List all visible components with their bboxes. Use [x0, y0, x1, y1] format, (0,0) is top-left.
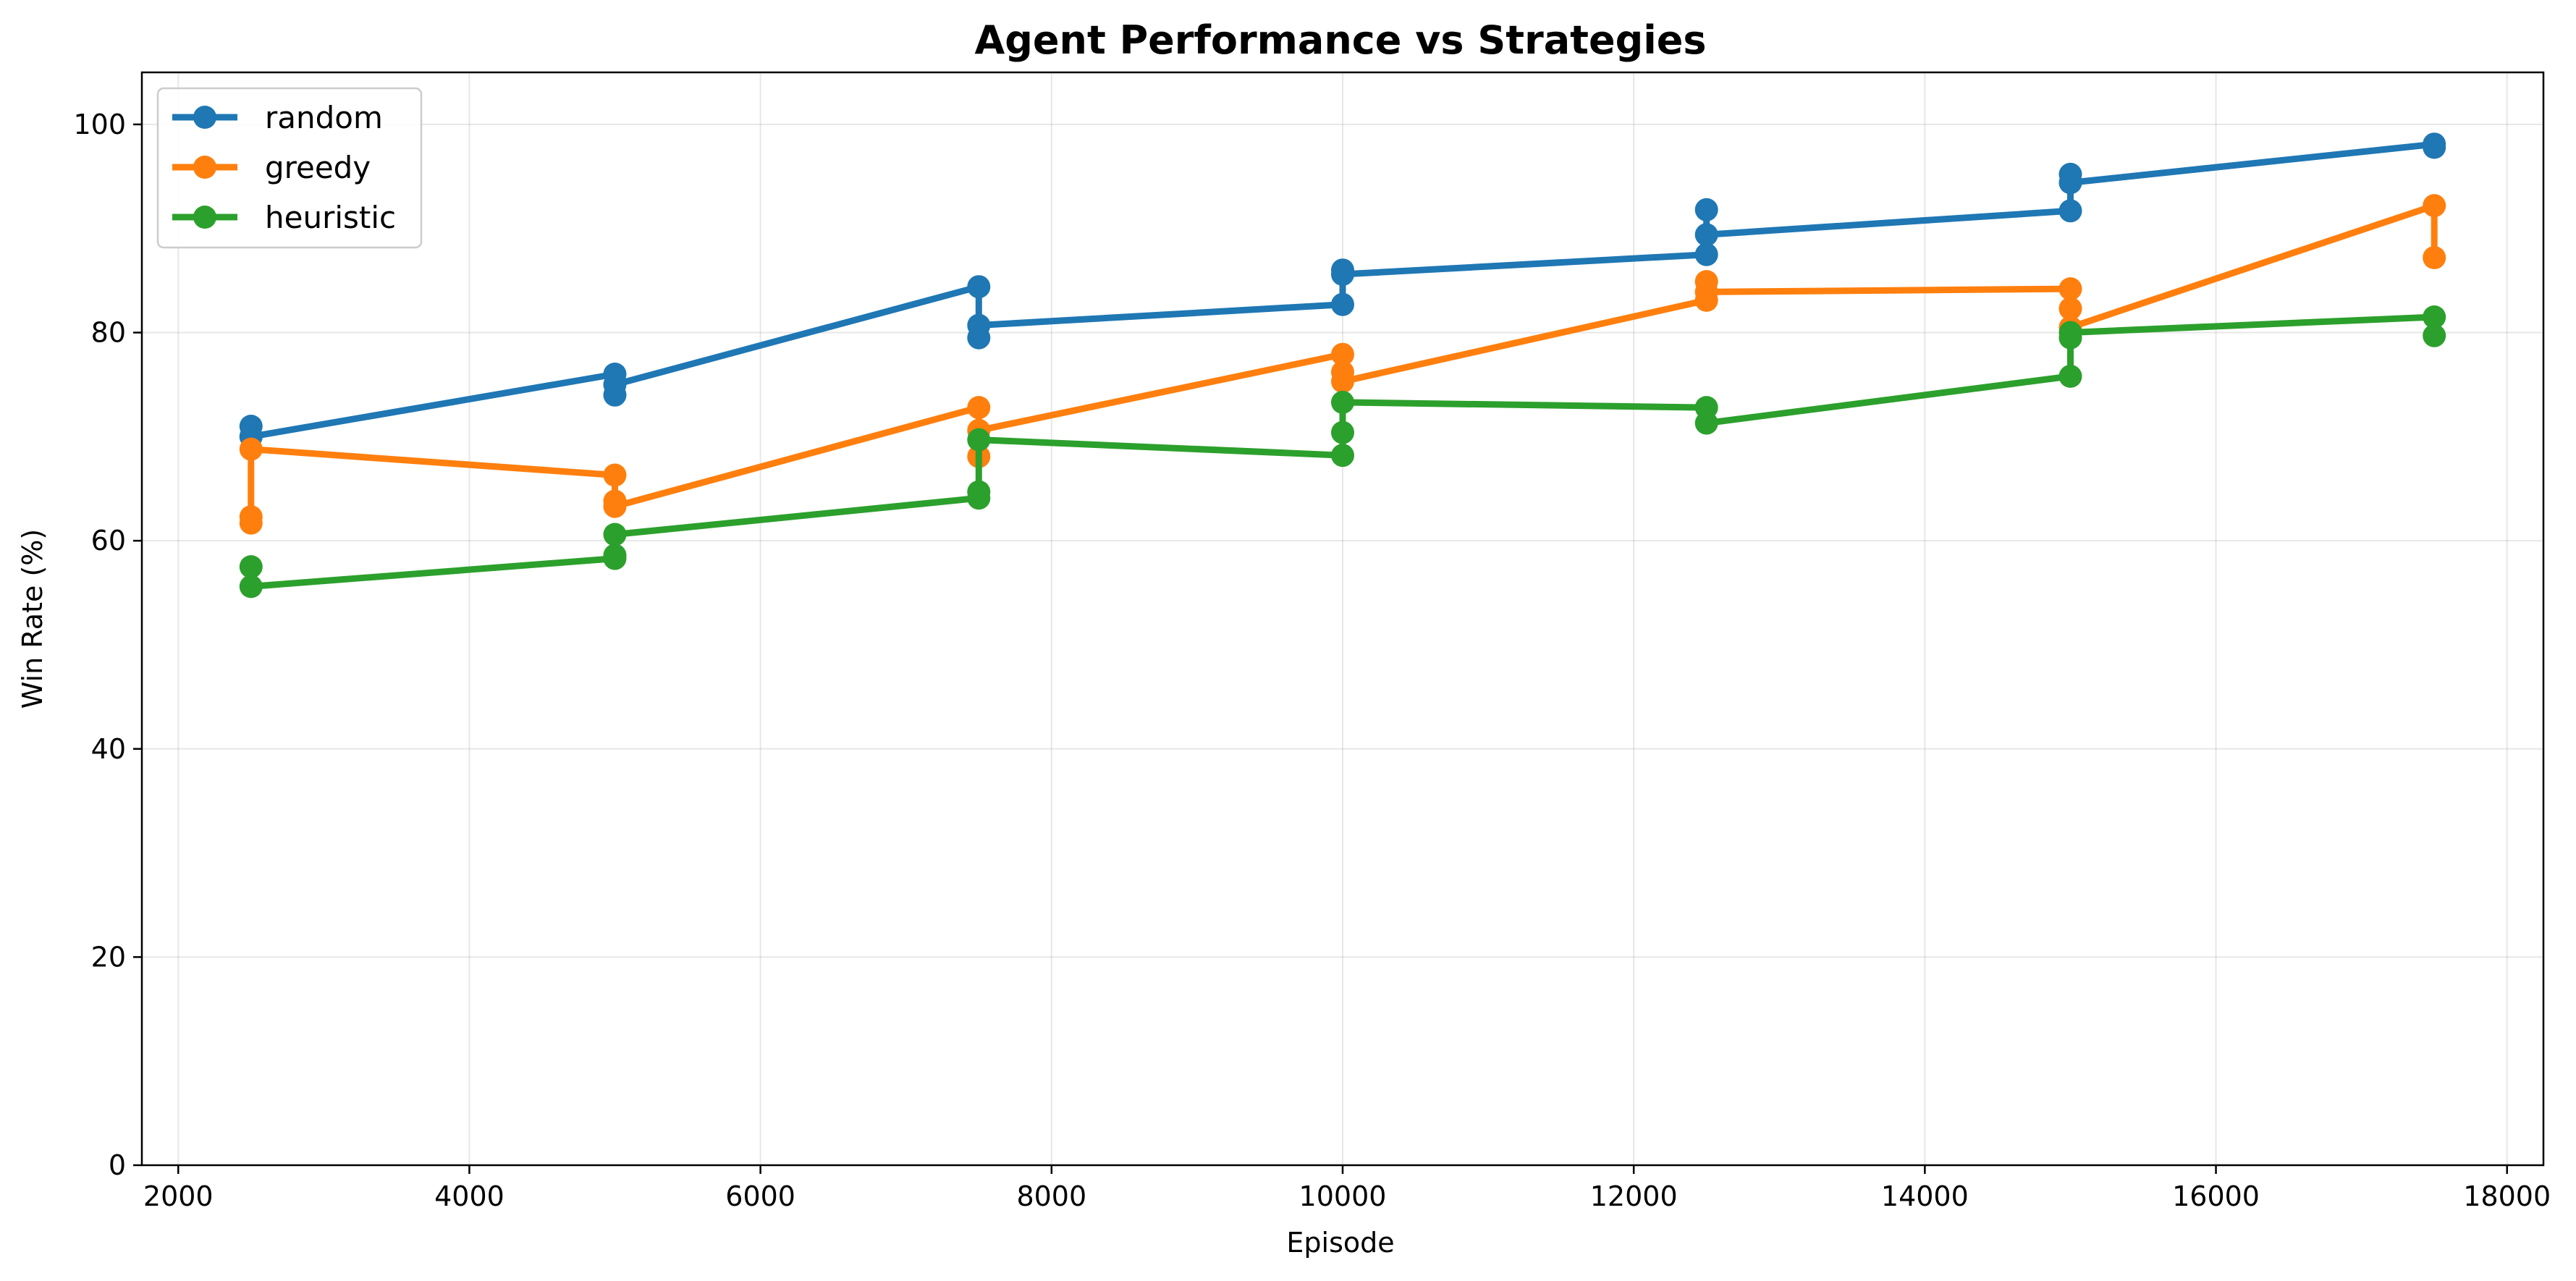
data-point-random — [967, 275, 991, 299]
data-point-heuristic — [1331, 390, 1354, 414]
legend-swatch-marker — [193, 206, 216, 229]
legend-swatch-marker — [193, 106, 216, 129]
legend-item-heuristic: heuristic — [172, 200, 396, 235]
data-point-heuristic — [2423, 324, 2446, 347]
data-point-heuristic — [1331, 420, 1354, 444]
series-random — [239, 132, 2446, 449]
data-point-heuristic — [2423, 305, 2446, 329]
data-point-greedy — [2058, 277, 2082, 301]
data-point-greedy — [1331, 370, 1354, 394]
legend-item-random: random — [172, 100, 383, 135]
data-point-greedy — [239, 437, 263, 461]
x-tick-label: 4000 — [434, 1180, 504, 1212]
axis-ticks: 2000 4000 6000 8000 10000 12000 14000 16000 1800… — [73, 109, 2551, 1212]
data-point-random — [603, 373, 627, 397]
data-point-random — [2423, 135, 2446, 159]
x-tick-label: 2000 — [143, 1180, 214, 1212]
data-point-heuristic — [1331, 444, 1354, 468]
data-point-random — [1331, 263, 1354, 286]
data-point-greedy — [603, 463, 627, 487]
data-point-greedy — [1694, 280, 1718, 304]
x-tick-label: 14000 — [1881, 1180, 1969, 1212]
data-point-random — [2058, 171, 2082, 195]
legend-label: heuristic — [265, 200, 396, 235]
y-axis-label: Win Rate (%) — [17, 529, 48, 709]
data-point-greedy — [1331, 342, 1354, 366]
data-point-heuristic — [603, 544, 627, 567]
data-point-heuristic — [2058, 364, 2082, 388]
data-point-heuristic — [967, 480, 991, 504]
data-point-random — [1694, 223, 1718, 247]
data-point-greedy — [2423, 194, 2446, 218]
data-point-greedy — [2058, 297, 2082, 321]
data-point-greedy — [603, 494, 627, 518]
data-point-heuristic — [1694, 411, 1718, 435]
data-point-greedy — [239, 511, 263, 535]
series-greedy — [239, 194, 2446, 535]
data-point-random — [2058, 199, 2082, 223]
data-point-random — [1694, 242, 1718, 266]
x-tick-label: 16000 — [2172, 1180, 2260, 1212]
data-point-greedy — [967, 396, 991, 420]
data-point-random — [967, 313, 991, 337]
y-tick-label: 20 — [91, 941, 126, 973]
data-point-heuristic — [603, 523, 627, 546]
x-tick-label: 6000 — [725, 1180, 795, 1212]
chart-title: Agent Performance vs Strategies — [974, 17, 1706, 63]
y-tick-label: 40 — [91, 733, 126, 765]
data-point-heuristic — [967, 428, 991, 452]
x-tick-label: 18000 — [2463, 1180, 2551, 1212]
series-heuristic — [239, 305, 2446, 599]
data-point-random — [1694, 198, 1718, 221]
y-tick-label: 0 — [109, 1149, 126, 1181]
legend-label: random — [265, 100, 383, 135]
data-point-heuristic — [2058, 321, 2082, 344]
x-tick-label: 8000 — [1016, 1180, 1086, 1212]
x-tick-label: 12000 — [1590, 1180, 1678, 1212]
legend-label: greedy — [265, 150, 371, 185]
series-layer — [239, 132, 2446, 599]
data-point-heuristic — [239, 555, 263, 579]
y-tick-label: 60 — [91, 525, 126, 557]
y-tick-label: 100 — [73, 109, 126, 140]
x-axis-label: Episode — [1286, 1227, 1394, 1259]
legend-swatch-marker — [193, 156, 216, 179]
data-point-random — [1331, 292, 1354, 316]
legend-box — [156, 87, 423, 249]
legend: random greedy heuristic — [156, 87, 423, 249]
data-point-greedy — [2423, 246, 2446, 269]
data-point-heuristic — [239, 575, 263, 599]
x-tick-label: 10000 — [1299, 1180, 1387, 1212]
y-tick-label: 80 — [91, 317, 126, 349]
legend-item-greedy: greedy — [172, 150, 371, 185]
